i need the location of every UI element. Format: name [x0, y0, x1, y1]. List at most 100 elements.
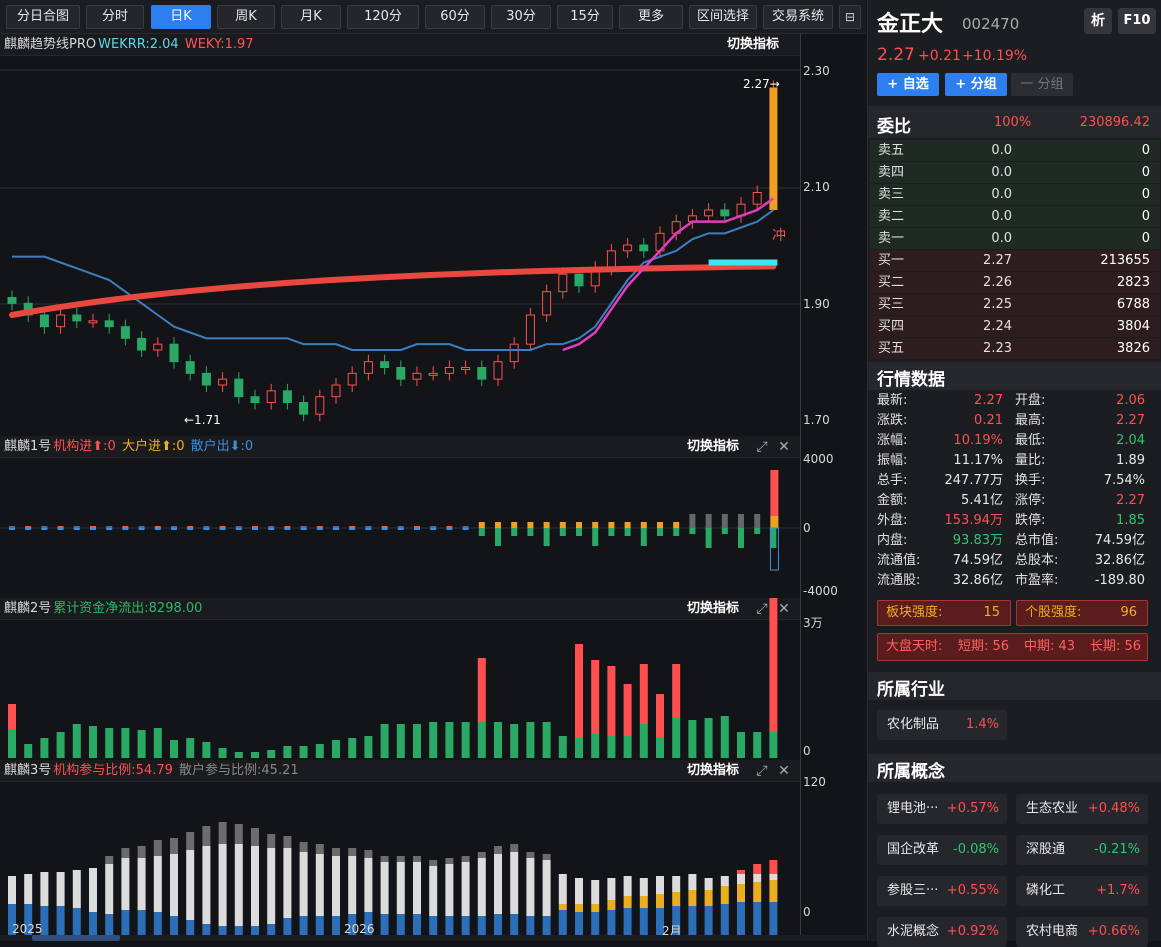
scroll-thumb[interactable]	[32, 935, 120, 941]
industry-chip[interactable]: 农化制品 1.4%	[877, 710, 1007, 740]
flow-bar	[187, 528, 194, 530]
ratio-bar-gray	[234, 824, 243, 844]
ratio-bar-blue	[688, 906, 697, 941]
switch-indicator-button[interactable]: 切换指标	[727, 37, 780, 52]
order-volume: 0	[1141, 209, 1150, 224]
industry-change: 1.4%	[965, 717, 999, 732]
concept-chip[interactable]: 参股三··· +0.55%	[877, 876, 1007, 906]
concept-change: +0.92%	[946, 924, 999, 939]
order-volume: 0	[1141, 187, 1150, 202]
add-watchlist-button[interactable]: + 自选	[877, 73, 939, 96]
add-group-button[interactable]: + 分组	[945, 73, 1007, 96]
ratio-bar-blue	[769, 902, 778, 941]
close-icon[interactable]: ✕	[778, 601, 790, 617]
ratio-bar-white	[218, 844, 227, 926]
tab-monthly-k[interactable]: 月K	[281, 5, 341, 29]
concept-chip[interactable]: 农村电商 +0.66%	[1016, 917, 1148, 947]
flow-bar	[495, 528, 501, 546]
concept-change: +0.57%	[946, 801, 999, 816]
quote-key: 市盈率:	[1015, 573, 1059, 588]
flow-bar	[624, 522, 631, 528]
ratio-bar-blue	[607, 910, 616, 941]
quote-row: 涨跌: 0.21 最高: 2.27	[868, 411, 1158, 431]
range-select-button[interactable]: 区间选择	[689, 5, 757, 29]
candle-body	[412, 372, 422, 380]
switch-indicator-button[interactable]: 切换指标	[687, 439, 740, 454]
ask-row: 卖二 0.0 0	[870, 206, 1160, 227]
candle-body	[169, 343, 179, 363]
y-tick: 2.30	[803, 64, 830, 78]
ratio-bar-gray	[429, 860, 438, 866]
ratio-bar-blue	[40, 906, 49, 941]
ratio-bar-gray	[348, 848, 357, 856]
kline-panel[interactable]: 麒麟趋势线PRO WEKRR:2.04 WEKY:1.97 切换指标 2.27→ ←…	[0, 34, 866, 436]
flow-bar	[754, 528, 761, 534]
order-level: 买五	[878, 341, 905, 356]
tab-60min[interactable]: 60分	[425, 5, 485, 29]
concepts-header: 所属概念	[868, 754, 1161, 782]
concept-chip[interactable]: 国企改革 -0.08%	[877, 835, 1007, 865]
tab-weekly-k[interactable]: 周K	[217, 5, 275, 29]
candle-body	[477, 367, 487, 380]
tab-15min[interactable]: 15分	[557, 5, 613, 29]
indicator-panel-2[interactable]: 麒麟2号 累计资金净流出:8298.00 切换指标 ⤢ ✕ 3万 0	[0, 598, 866, 760]
quote-value: 2.27	[974, 393, 1003, 408]
fund-bar-red	[769, 598, 778, 732]
ratio-bar-gray	[542, 854, 551, 860]
concept-name: 深股通	[1026, 842, 1066, 857]
analyze-button[interactable]: 析	[1084, 8, 1112, 34]
f10-button[interactable]: F10	[1118, 8, 1156, 34]
ratio-bar-white	[737, 874, 745, 884]
flow-bar	[333, 528, 339, 530]
flow-bar	[203, 526, 210, 528]
close-icon[interactable]: ✕	[778, 439, 790, 455]
flow-bar	[154, 526, 161, 528]
bottom-scrollbar[interactable]	[0, 935, 866, 941]
expand-icon[interactable]: ⤢	[756, 601, 768, 617]
fund-bar	[737, 732, 745, 758]
ratio-bar-white	[8, 876, 16, 904]
concept-chip[interactable]: 水泥概念 +0.92%	[877, 917, 1007, 947]
quote-value: 32.86亿	[1094, 553, 1145, 568]
ratio-bar-blue	[234, 926, 243, 941]
more-button[interactable]: 更多	[619, 5, 683, 29]
ratio-bar-white	[170, 854, 178, 916]
panel3-title: 麒麟3号	[4, 763, 52, 778]
ratio-bar-gray	[332, 848, 340, 856]
tab-30min[interactable]: 30分	[491, 5, 551, 29]
ratio-bar-blue	[56, 906, 65, 941]
candle-body	[704, 209, 714, 217]
ratio-bar-white	[396, 862, 405, 914]
switch-indicator-button[interactable]: 切换指标	[687, 601, 740, 616]
trading-system-button[interactable]: 交易系统	[763, 5, 833, 29]
tab-120min[interactable]: 120分	[347, 5, 419, 29]
flow-bar	[284, 526, 291, 528]
quote-value: 10.19%	[953, 433, 1003, 448]
order-volume: 0	[1141, 165, 1150, 180]
flow-bar-last	[770, 470, 779, 516]
concept-chip[interactable]: 磷化工 +1.7%	[1016, 876, 1148, 906]
expand-icon[interactable]: ⤢	[756, 763, 768, 779]
concept-chip[interactable]: 锂电池··· +0.57%	[877, 794, 1007, 824]
indicator-panel-3[interactable]: 麒麟3号 机构参与比例:54.79 散户参与比例:45.21 切换指标 ⤢ ✕ 1…	[0, 760, 866, 941]
ratio-bar-white	[720, 876, 729, 886]
tab-intraday[interactable]: 分时	[86, 5, 144, 29]
concept-chip[interactable]: 生态农业 +0.48%	[1016, 794, 1148, 824]
order-level: 买二	[878, 275, 905, 290]
flow-bar	[673, 522, 680, 528]
flow-bar	[57, 526, 64, 528]
switch-indicator-button[interactable]: 切换指标	[687, 763, 740, 778]
remove-group-button[interactable]: 一 分组	[1011, 73, 1073, 96]
ratio-bar-blue	[494, 914, 502, 941]
tab-combined-days[interactable]: 分日合图	[6, 5, 80, 29]
tab-daily-k[interactable]: 日K	[151, 5, 211, 29]
panel1-title: 麒麟1号	[4, 439, 52, 454]
expand-icon[interactable]: ⤢	[756, 439, 768, 455]
collapse-sidebar-icon[interactable]: ⊟	[839, 5, 861, 29]
quote-row: 金额: 5.41亿 涨停: 2.27	[868, 491, 1158, 511]
close-icon[interactable]: ✕	[778, 763, 790, 779]
indicator-panel-1[interactable]: 麒麟1号 机构进⬆:0 大户进⬆:0 散户出⬇:0 切换指标 ⤢ ✕ 4000 0…	[0, 436, 866, 598]
concept-chip[interactable]: 深股通 -0.21%	[1016, 835, 1148, 865]
ratio-bar-gray	[137, 846, 146, 858]
order-level: 卖二	[878, 209, 905, 224]
